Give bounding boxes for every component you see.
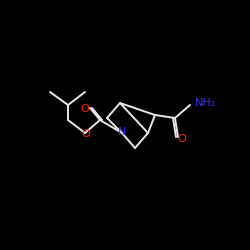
Text: N: N [118, 127, 126, 137]
Text: O: O [178, 134, 186, 144]
Text: NH₂: NH₂ [195, 98, 216, 108]
Text: O: O [80, 104, 90, 114]
Text: O: O [82, 129, 90, 139]
